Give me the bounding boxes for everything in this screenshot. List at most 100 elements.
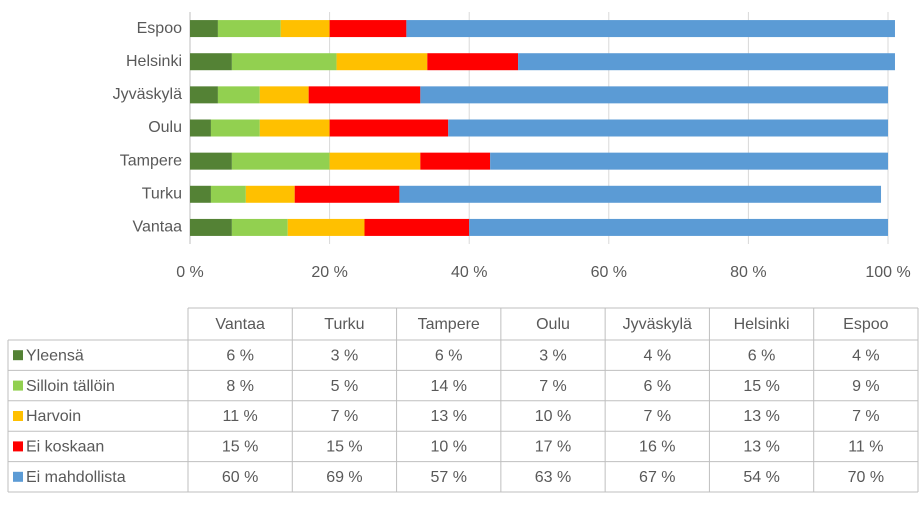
table-value: 7 % (331, 408, 359, 425)
table-value: 67 % (639, 469, 675, 486)
y-tick-label: Tampere (120, 152, 182, 169)
bar-segment (329, 20, 407, 38)
bar-segment (420, 86, 888, 104)
bar-segment (469, 218, 888, 236)
table-value: 10 % (535, 408, 571, 425)
x-tick-label: 40 % (451, 264, 487, 281)
table-value: 3 % (331, 347, 359, 364)
bar-segment (336, 53, 428, 71)
bar-segment (329, 119, 449, 137)
bar-segment (190, 20, 218, 38)
x-tick-label: 20 % (311, 264, 347, 281)
table-value: 13 % (743, 408, 779, 425)
bar-segment (231, 218, 288, 236)
table-value: 63 % (535, 469, 571, 486)
table-value: 17 % (535, 439, 571, 456)
bar-segment (231, 152, 330, 170)
bar-segment (364, 218, 470, 236)
x-tick-label: 100 % (865, 264, 910, 281)
bar-segment (190, 53, 232, 71)
table-value: 6 % (435, 347, 463, 364)
legend-swatch (13, 350, 23, 361)
bar-segment (448, 119, 888, 137)
table-value: 8 % (226, 378, 254, 395)
bar-segment (245, 185, 295, 203)
bar-segment (231, 53, 337, 71)
table-value: 6 % (643, 378, 671, 395)
table-value: 4 % (643, 347, 671, 364)
y-tick-label: Helsinki (126, 53, 182, 70)
table-header: Turku (324, 316, 364, 333)
bar-segment (190, 119, 211, 137)
legend-swatch (13, 441, 23, 452)
bar-segment (490, 152, 888, 170)
x-tick-label: 80 % (730, 264, 766, 281)
legend-swatch (13, 380, 23, 391)
table-value: 54 % (743, 469, 779, 486)
bar-segment (190, 185, 211, 203)
legend-label: Ei mahdollista (26, 469, 126, 486)
table-value: 16 % (639, 439, 675, 456)
table-value: 6 % (226, 347, 254, 364)
table-value: 13 % (743, 439, 779, 456)
bar-segment (259, 86, 309, 104)
table-value: 4 % (852, 347, 880, 364)
table-header: Espoo (843, 316, 888, 333)
table-value: 7 % (643, 408, 671, 425)
table-value: 13 % (430, 408, 466, 425)
bar-segment (518, 53, 895, 71)
bar-segment (217, 86, 260, 104)
legend-swatch (13, 411, 23, 421)
x-tick-label: 0 % (176, 264, 204, 281)
bar-segment (190, 86, 218, 104)
y-tick-label: Oulu (148, 119, 182, 136)
table-value: 14 % (430, 378, 466, 395)
bar-segment (329, 152, 421, 170)
table-value: 69 % (326, 469, 362, 486)
table-value: 60 % (222, 469, 258, 486)
table-header: Jyväskylä (623, 316, 692, 333)
bar-segment (294, 185, 400, 203)
table-value: 15 % (222, 439, 258, 456)
table-header: Tampere (418, 316, 480, 333)
bar-segment (406, 20, 895, 38)
table-value: 3 % (539, 347, 567, 364)
table-value: 5 % (331, 378, 359, 395)
table-value: 15 % (743, 378, 779, 395)
y-tick-label: Vantaa (132, 219, 182, 236)
bar-segment (210, 185, 246, 203)
table-value: 7 % (539, 378, 567, 395)
y-tick-label: Turku (142, 186, 182, 203)
table-value: 6 % (748, 347, 776, 364)
table-value: 11 % (223, 408, 258, 425)
table-value: 10 % (430, 439, 466, 456)
bar-segment (287, 218, 365, 236)
bar-segment (190, 218, 232, 236)
bar-segment (420, 152, 491, 170)
legend-label: Silloin tällöin (26, 378, 115, 395)
table-header: Oulu (536, 316, 570, 333)
table-header: Vantaa (215, 316, 265, 333)
x-tick-label: 60 % (591, 264, 627, 281)
table-value: 9 % (852, 378, 880, 395)
legend-label: Yleensä (26, 347, 84, 364)
y-tick-label: Jyväskylä (113, 86, 182, 103)
bar-segment (399, 185, 882, 203)
legend-swatch (13, 471, 23, 482)
bar-segment (259, 119, 330, 137)
table-header: Helsinki (734, 316, 790, 333)
table-value: 7 % (852, 408, 880, 425)
bar-segment (210, 119, 260, 137)
table-value: 11 % (848, 439, 883, 456)
legend-label: Harvoin (26, 408, 81, 425)
bar-segment (217, 20, 281, 38)
legend-label: Ei koskaan (26, 439, 104, 456)
y-tick-label: Espoo (137, 20, 182, 37)
bar-segment (308, 86, 421, 104)
table-value: 70 % (848, 469, 884, 486)
bar-segment (190, 152, 232, 170)
bar-segment (280, 20, 330, 38)
table-value: 57 % (430, 469, 466, 486)
bar-segment (427, 53, 519, 71)
